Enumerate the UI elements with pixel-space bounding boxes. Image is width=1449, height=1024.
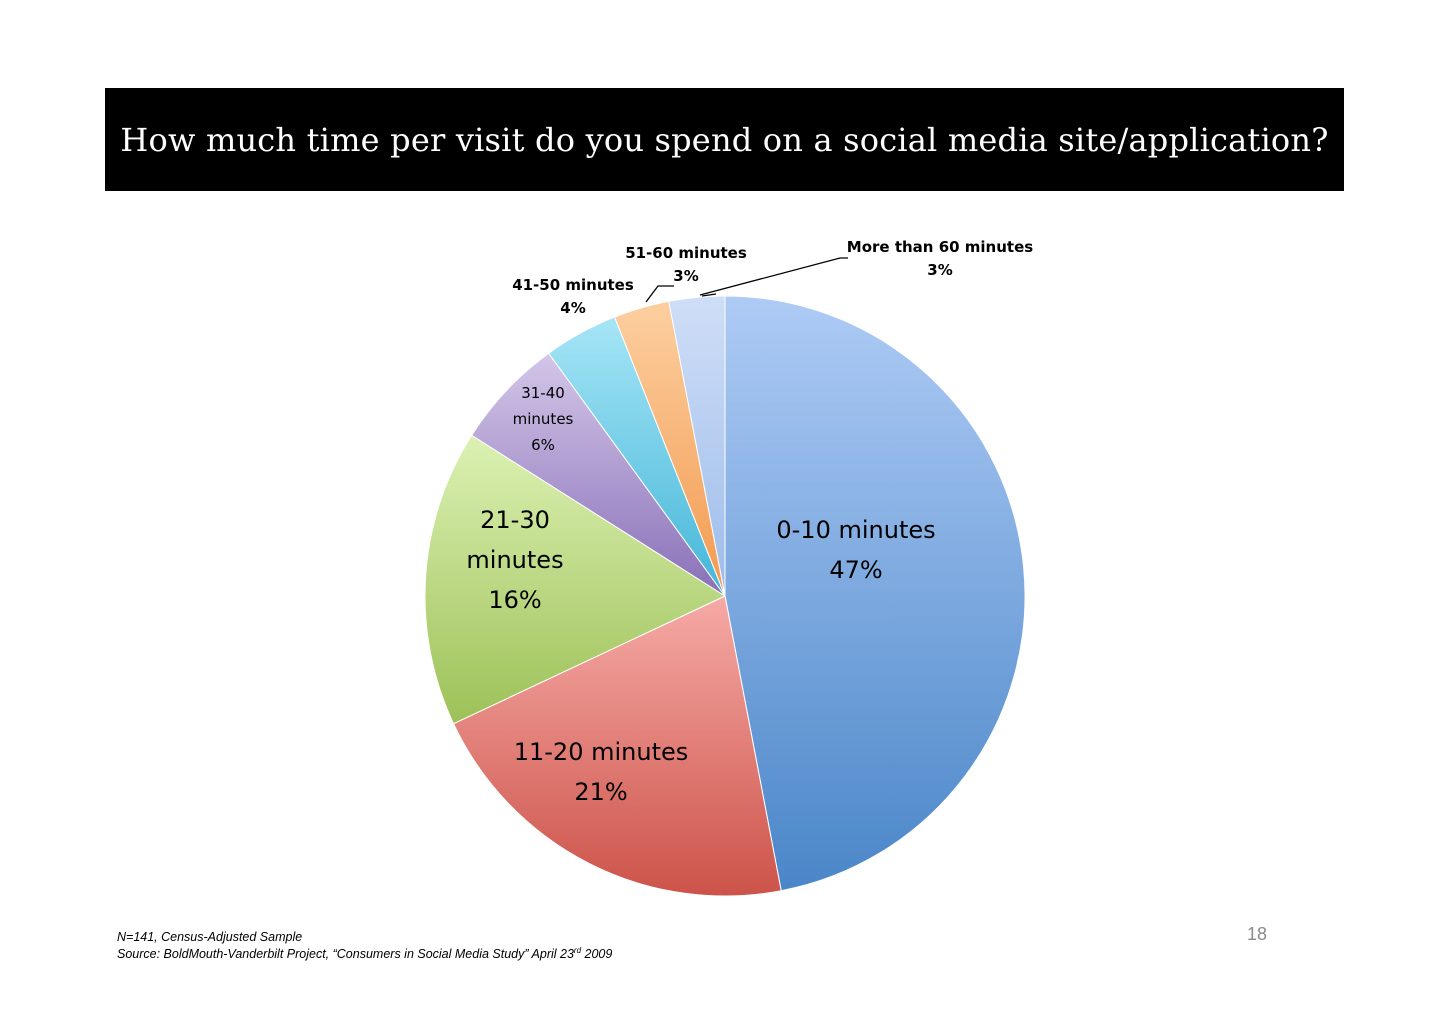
footnote-source-text: Source: BoldMouth-Vanderbilt Project, “C… <box>117 947 574 962</box>
pie-slice-21-30-minutes <box>424 434 727 725</box>
slice-label-1: 11-20 minutes 21% <box>514 738 689 806</box>
slice-label-4: 41-50 minutes 4% <box>512 276 634 317</box>
leader-line-2 <box>699 257 848 296</box>
slice-label-3: 31-40 minutes 6% <box>513 384 574 454</box>
pie-slice-11-20-minutes <box>452 595 782 897</box>
footnote-sample: N=141, Census-Adjusted Sample <box>117 930 303 944</box>
slice-label-5: 51-60 minutes 3% <box>625 244 747 285</box>
page-number: 18 <box>1247 924 1268 944</box>
slice-label-6: More than 60 minutes 3% <box>847 238 1033 279</box>
leader-line-1 <box>701 293 717 297</box>
footnote-source: Source: BoldMouth-Vanderbilt Project, “C… <box>117 946 612 961</box>
slice-label-0: 0-10 minutes 47% <box>776 516 935 584</box>
footnote-source-year: 2009 <box>581 947 613 962</box>
pie-slice-0-10-minutes <box>724 295 1026 892</box>
leader-line-0 <box>645 285 674 303</box>
footnote-source-sup: rd <box>573 946 582 955</box>
slide-title: How much time per visit do you spend on … <box>120 120 1329 159</box>
pie-slice-more-than-60-minutes <box>668 295 726 597</box>
slice-label-2: 21-30 minutes 16% <box>466 506 563 614</box>
title-bar: How much time per visit do you spend on … <box>105 88 1344 191</box>
